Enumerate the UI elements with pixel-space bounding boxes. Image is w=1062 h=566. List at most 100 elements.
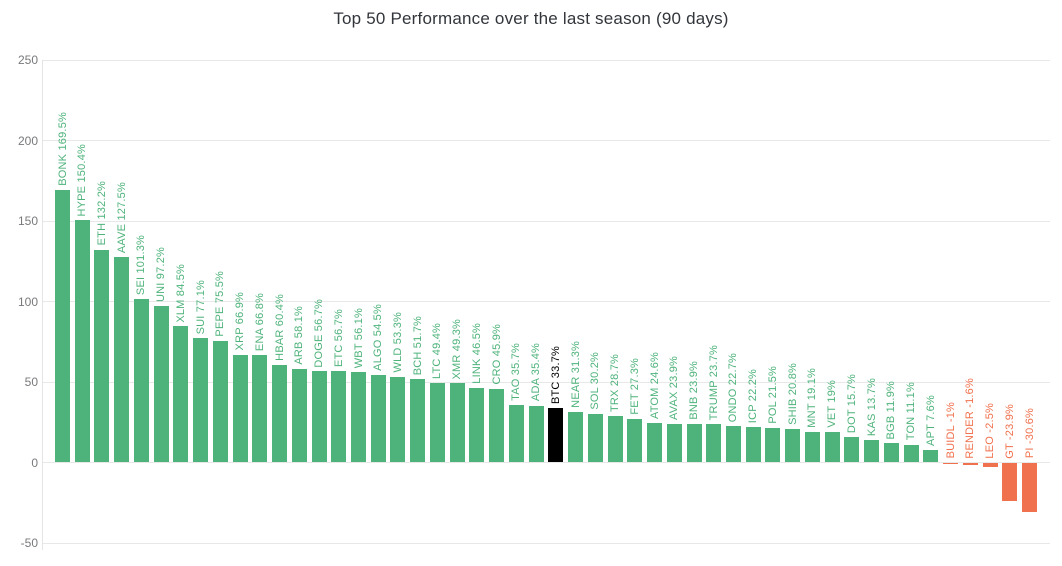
bar-xlm[interactable] [173,326,189,463]
bar-leo[interactable] [982,462,998,467]
bar-tao[interactable] [508,405,524,463]
bar-trx[interactable] [607,416,623,463]
bar-ton[interactable] [903,444,919,463]
bar-ada[interactable] [528,405,544,463]
bar-gt[interactable] [1002,462,1018,501]
chart-title: Top 50 Performance over the last season … [333,9,729,28]
y-gridline [43,542,1050,544]
bar-doge[interactable] [311,371,327,463]
bar-pi[interactable] [1022,462,1037,512]
bar-label-bnb: BNB 23.9% [688,361,700,421]
y-tick-label: 250 [17,53,38,67]
bar-label-ena: ENA 66.8% [253,292,266,351]
y-gridline [43,220,1050,222]
bar-dot[interactable] [844,437,860,463]
bar-ena[interactable] [252,354,268,463]
bar-ondo[interactable] [725,425,741,463]
bar-label-gt: GT -23.9% [1003,403,1016,459]
bar-label-apt: APT 7.6% [924,395,937,447]
bar-label-icp: ICP 22.2% [747,368,760,423]
bar-label-atom: ATOM 24.6% [648,351,661,419]
bar-label-sei: SEI 101.3% [135,235,148,296]
bar-bnb[interactable] [686,424,702,463]
bar-wld[interactable] [390,376,406,463]
bar-label-hbar: HBAR 60.4% [273,294,286,362]
bar-label-arb: ARB 58.1% [293,306,306,365]
bar-avax[interactable] [666,424,682,463]
bar-icp[interactable] [745,426,761,463]
bar-xrp[interactable] [232,354,248,463]
bar-label-uni: UNI 97.2% [155,247,168,303]
bar-pepe[interactable] [212,340,228,463]
bar-aave[interactable] [114,257,130,463]
bar-label-ondo: ONDO 22.7% [727,352,740,422]
bar-label-fet: FET 27.3% [628,357,641,415]
bar-label-btc: BTC 33.7% [549,346,562,405]
y-tick-label: -50 [20,536,38,550]
bar-xmr[interactable] [449,383,465,463]
bar-cro[interactable] [489,388,505,463]
bar-label-ltc: LTC 49.4% [431,322,444,379]
bar-eth[interactable] [94,249,110,463]
bar-kas[interactable] [864,440,880,463]
bar-sui[interactable] [193,338,209,463]
y-axis-line [42,60,43,550]
bar-bonk[interactable] [55,189,70,463]
bar-label-vet: VET 19% [826,380,839,428]
bar-pol[interactable] [765,427,781,463]
bar-label-shib: SHIB 20.8% [786,363,799,426]
bar-buidl[interactable] [943,462,959,465]
bar-sol[interactable] [587,413,603,463]
y-gridline [43,381,1050,383]
bar-label-doge: DOGE 56.7% [313,298,326,368]
bar-atom[interactable] [647,422,663,463]
y-tick-label: 100 [17,294,38,309]
bar-mnt[interactable] [804,431,820,463]
bar-label-cro: CRO 45.9% [490,324,503,385]
bar-render[interactable] [962,462,978,466]
bar-label-pepe: PEPE 75.5% [214,271,227,337]
bar-vet[interactable] [824,431,840,463]
bar-hbar[interactable] [272,365,288,463]
bar-sei[interactable] [133,299,149,463]
bar-label-hype: HYPE 150.4% [76,143,89,217]
bar-uni[interactable] [153,306,169,463]
bar-ltc[interactable] [429,382,445,463]
bar-near[interactable] [568,412,584,463]
bar-etc[interactable] [331,371,347,463]
bar-label-ton: TON 11.1% [905,382,918,441]
y-gridline [43,301,1050,302]
bar-label-kas: KAS 13.7% [865,378,878,437]
bar-label-mnt: MNT 19.1% [806,368,819,428]
bar-label-xrp: XRP 66.9% [234,292,247,351]
bar-btc[interactable] [548,408,564,463]
bar-label-sui: SUI 77.1% [194,279,207,335]
y-tick-label: 0 [31,455,38,470]
bar-label-xlm: XLM 84.5% [174,263,187,323]
bar-label-etc: ETC 56.7% [332,309,345,368]
bar-hype[interactable] [74,220,90,463]
bar-label-render: RENDER -1.6% [964,377,977,459]
bar-shib[interactable] [785,429,801,463]
bar-link[interactable] [469,387,485,463]
bar-fet[interactable] [627,418,643,463]
bar-bch[interactable] [410,379,426,463]
bar-label-link: LINK 46.5% [470,322,483,384]
bar-label-xmr: XMR 49.3% [451,318,464,380]
bar-label-aave: AAVE 127.5% [115,182,128,254]
bar-label-trx: TRX 28.7% [609,354,622,413]
bar-bgb[interactable] [883,443,899,463]
bar-trump[interactable] [706,424,722,463]
bar-label-algo: ALGO 54.5% [372,303,385,371]
y-tick-label: 200 [17,133,38,148]
bar-label-sol: SOL 30.2% [589,352,602,410]
bar-label-pi: PI -30.6% [1023,408,1036,459]
bar-algo[interactable] [370,374,386,463]
bar-label-bgb: BGB 11.9% [885,380,898,440]
bar-apt[interactable] [923,450,939,463]
bar-arb[interactable] [291,368,307,463]
bar-label-bch: BCH 51.7% [411,315,424,376]
bar-wbt[interactable] [351,372,367,463]
bar-label-bonk: BONK 169.5% [56,111,69,186]
